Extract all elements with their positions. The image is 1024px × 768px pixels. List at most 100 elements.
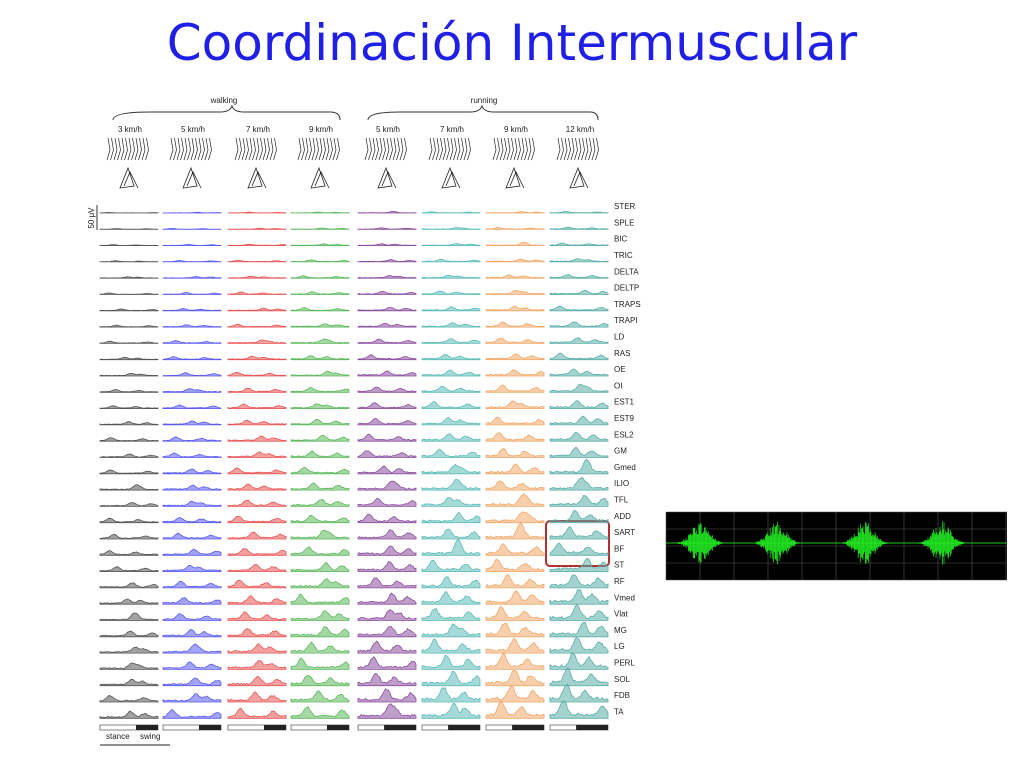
emg-envelope [485, 492, 545, 507]
emg-envelope [290, 482, 350, 491]
emg-envelope [357, 640, 417, 654]
emg-envelope [357, 513, 417, 524]
phase-bar-swing [384, 725, 416, 730]
emg-envelope [357, 323, 417, 328]
emg-envelope [357, 561, 417, 572]
emg-envelope [357, 529, 417, 540]
emg-envelope [485, 289, 545, 295]
speed-label: 7 km/h [440, 125, 464, 134]
emg-envelope [162, 340, 222, 344]
emg-envelope [227, 516, 287, 524]
emg-envelope [227, 467, 287, 475]
emg-envelope [549, 383, 609, 393]
emg-envelope [549, 258, 609, 263]
emg-envelope [99, 678, 159, 687]
emg-envelope [421, 338, 481, 344]
emg-envelope [421, 511, 481, 524]
emg-envelope [421, 369, 481, 377]
emg-envelope [162, 388, 222, 393]
emg-envelope [549, 210, 609, 214]
emg-envelope [162, 468, 222, 475]
emg-envelope [290, 546, 350, 556]
emg-envelope [290, 370, 350, 377]
muscle-label: TA [614, 707, 624, 716]
emg-envelope [227, 323, 287, 328]
emg-envelope [357, 625, 417, 638]
emg-envelope [99, 276, 159, 279]
emg-envelope [485, 448, 545, 458]
muscle-label: LD [614, 333, 624, 342]
emg-envelope [227, 259, 287, 263]
emg-envelope [227, 275, 287, 279]
emg-envelope [99, 502, 159, 507]
phase-bar-swing [198, 725, 221, 730]
emg-envelope [549, 431, 609, 442]
emg-envelope [99, 244, 159, 246]
emg-envelope [290, 514, 350, 524]
emg-envelope [162, 372, 222, 377]
emg-envelope [549, 589, 609, 605]
stick-figure [297, 137, 340, 161]
emg-envelope [485, 416, 545, 426]
emg-envelope [485, 369, 545, 377]
emg-envelope [227, 291, 287, 295]
emg-envelope [421, 670, 481, 687]
emg-envelope [99, 324, 159, 328]
emg-envelope [549, 274, 609, 279]
emg-envelope [421, 623, 481, 638]
emg-envelope [227, 579, 287, 589]
emg-envelope [162, 693, 222, 703]
emg-envelope [549, 476, 609, 491]
emg-envelope [290, 259, 350, 263]
emg-envelope [485, 305, 545, 312]
emg-envelope [99, 372, 159, 377]
muscle-label: EST1 [614, 398, 635, 407]
emg-envelope [162, 356, 222, 361]
emg-envelope [162, 243, 222, 246]
emg-envelope [485, 622, 545, 638]
group-label: walking [210, 96, 238, 105]
emg-envelope [485, 337, 545, 344]
joint-trace [119, 166, 139, 189]
emg-envelope [421, 576, 481, 589]
emg-envelope [290, 578, 350, 589]
emg-envelope [421, 433, 481, 442]
emg-envelope [549, 226, 609, 230]
emg-envelope [549, 636, 609, 654]
speed-label: 3 km/h [118, 125, 142, 134]
emg-envelope [357, 354, 417, 361]
emg-envelope [357, 672, 417, 687]
phase-bar-swing [326, 725, 349, 730]
emg-envelope [421, 258, 481, 263]
emg-envelope [99, 695, 159, 703]
phase-bar-swing [263, 725, 286, 730]
emg-envelope [290, 529, 350, 540]
emg-envelope [549, 700, 609, 719]
speed-label: 5 km/h [376, 125, 400, 134]
emg-envelope [290, 706, 350, 719]
emg-envelope [162, 580, 222, 589]
emg-envelope [290, 355, 350, 361]
muscle-label: SOL [614, 675, 631, 684]
muscle-label: BF [614, 544, 624, 553]
emg-envelope [357, 545, 417, 556]
emg-envelope [421, 559, 481, 572]
emg-envelope [227, 387, 287, 393]
muscle-label: OI [614, 381, 622, 390]
emg-envelope [549, 604, 609, 621]
muscle-label: DELTP [614, 284, 639, 293]
emg-envelope [421, 211, 481, 214]
emg-envelope [227, 451, 287, 458]
emg-envelope [290, 386, 350, 393]
emg-envelope [162, 597, 222, 605]
emg-envelope [162, 211, 222, 214]
scale-label: 50 μV [87, 207, 96, 229]
emg-envelope [549, 509, 609, 524]
emg-trace [665, 511, 1007, 581]
emg-envelope [357, 688, 417, 703]
emg-envelope [485, 638, 545, 654]
muscle-label: FDB [614, 691, 630, 700]
emg-envelope [99, 340, 159, 344]
emg-envelope [162, 661, 222, 670]
